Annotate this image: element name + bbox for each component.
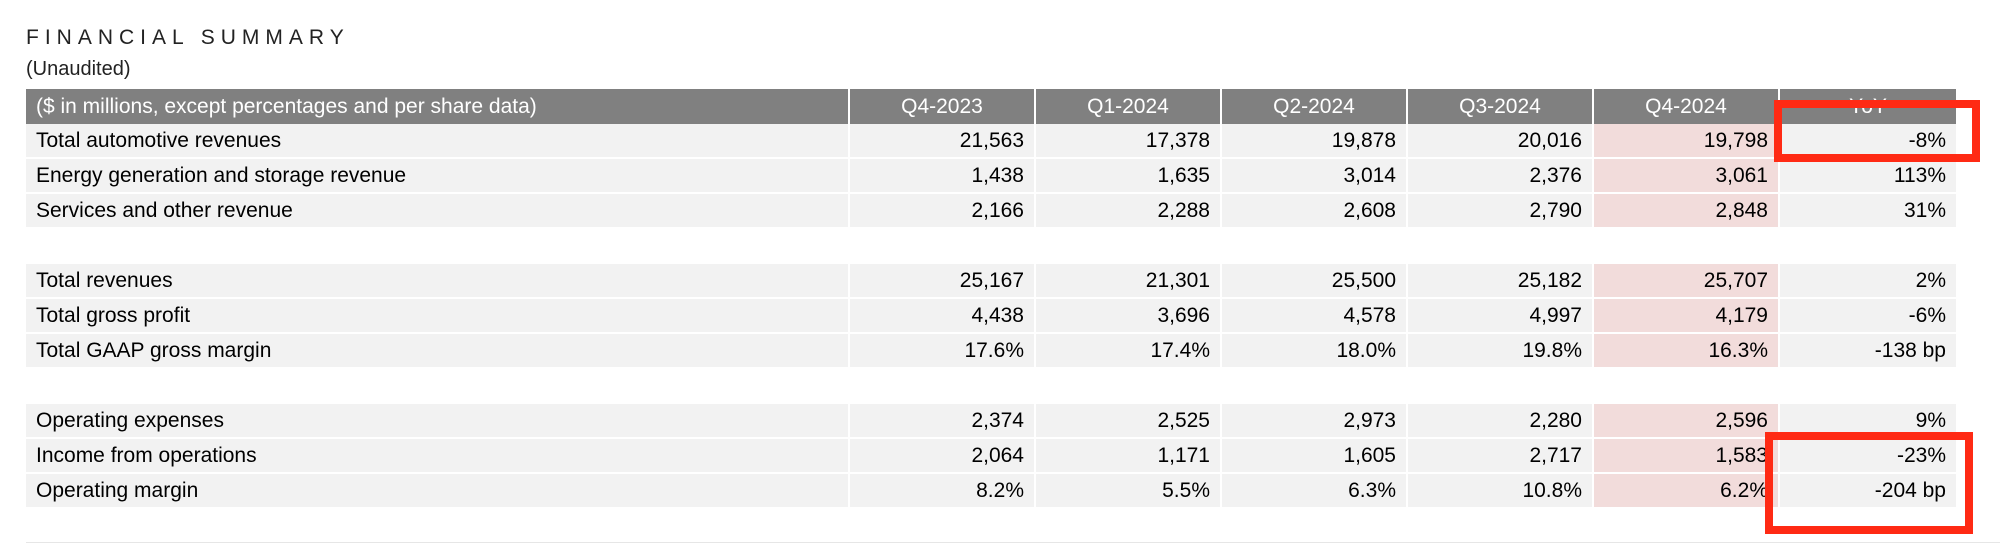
row-value: 2,717: [1406, 439, 1592, 474]
row-value: 2,280: [1406, 404, 1592, 439]
header-label: ($ in millions, except percentages and p…: [26, 89, 848, 124]
row-yoy: -23%: [1778, 439, 1956, 474]
row-value: 5.5%: [1034, 474, 1220, 509]
row-value: 17,378: [1034, 124, 1220, 159]
table-row: Services and other revenue 2,166 2,288 2…: [26, 194, 2000, 229]
row-value: 3,696: [1034, 299, 1220, 334]
row-value-highlight: 2,848: [1592, 194, 1778, 229]
row-value: 2,973: [1220, 404, 1406, 439]
table-row: Total automotive revenues 21,563 17,378 …: [26, 124, 2000, 159]
row-value: 18.0%: [1220, 334, 1406, 369]
row-value: 17.6%: [848, 334, 1034, 369]
table-row: Total gross profit 4,438 3,696 4,578 4,9…: [26, 299, 2000, 334]
row-value-highlight: 2,596: [1592, 404, 1778, 439]
row-value-highlight: 19,798: [1592, 124, 1778, 159]
row-label: Total GAAP gross margin: [26, 334, 848, 369]
row-label: Total automotive revenues: [26, 124, 848, 159]
table-bottom-rule: [26, 542, 2000, 543]
row-value: 1,438: [848, 159, 1034, 194]
row-value: 2,525: [1034, 404, 1220, 439]
row-label: Services and other revenue: [26, 194, 848, 229]
row-value: 2,608: [1220, 194, 1406, 229]
table-header-row: ($ in millions, except percentages and p…: [26, 89, 2000, 124]
row-value: 19.8%: [1406, 334, 1592, 369]
row-value: 2,288: [1034, 194, 1220, 229]
row-value: 25,500: [1220, 264, 1406, 299]
row-value: 2,374: [848, 404, 1034, 439]
row-value: 25,182: [1406, 264, 1592, 299]
row-yoy: -138 bp: [1778, 334, 1956, 369]
row-value: 25,167: [848, 264, 1034, 299]
table-row: Total revenues 25,167 21,301 25,500 25,1…: [26, 264, 2000, 299]
annotation-box-yoy-automotive: [1774, 100, 1980, 162]
table-row: Operating margin 8.2% 5.5% 6.3% 10.8% 6.…: [26, 474, 2000, 509]
table-row: Income from operations 2,064 1,171 1,605…: [26, 439, 2000, 474]
group-spacer: [26, 369, 2000, 404]
row-label: Operating margin: [26, 474, 848, 509]
row-value: 4,578: [1220, 299, 1406, 334]
row-value: 20,016: [1406, 124, 1592, 159]
row-value-highlight: 1,583: [1592, 439, 1778, 474]
row-value: 1,171: [1034, 439, 1220, 474]
row-value: 17.4%: [1034, 334, 1220, 369]
row-value: 4,997: [1406, 299, 1592, 334]
row-value: 10.8%: [1406, 474, 1592, 509]
row-label: Operating expenses: [26, 404, 848, 439]
row-value: 4,438: [848, 299, 1034, 334]
header-q2-2024: Q2-2024: [1220, 89, 1406, 124]
row-value-highlight: 25,707: [1592, 264, 1778, 299]
table-row: Total GAAP gross margin 17.6% 17.4% 18.0…: [26, 334, 2000, 369]
row-value-highlight: 3,061: [1592, 159, 1778, 194]
header-q4-2023: Q4-2023: [848, 89, 1034, 124]
row-yoy: 31%: [1778, 194, 1956, 229]
row-value-highlight: 6.2%: [1592, 474, 1778, 509]
row-value: 1,635: [1034, 159, 1220, 194]
row-yoy: 113%: [1778, 159, 1956, 194]
row-value: 1,605: [1220, 439, 1406, 474]
row-value: 21,301: [1034, 264, 1220, 299]
row-value: 2,166: [848, 194, 1034, 229]
row-value: 2,064: [848, 439, 1034, 474]
row-value: 3,014: [1220, 159, 1406, 194]
row-value: 6.3%: [1220, 474, 1406, 509]
group-spacer: [26, 229, 2000, 264]
row-label: Energy generation and storage revenue: [26, 159, 848, 194]
row-value: 21,563: [848, 124, 1034, 159]
row-yoy: -8%: [1778, 124, 1956, 159]
page-subtitle: (Unaudited): [26, 58, 131, 80]
row-label: Total revenues: [26, 264, 848, 299]
financial-summary-table: ($ in millions, except percentages and p…: [26, 89, 2000, 509]
row-yoy: -204 bp: [1778, 474, 1956, 509]
annotation-box-yoy-operations: [1765, 432, 1973, 534]
header-q4-2024: Q4-2024: [1592, 89, 1778, 124]
row-value-highlight: 16.3%: [1592, 334, 1778, 369]
header-q1-2024: Q1-2024: [1034, 89, 1220, 124]
header-q3-2024: Q3-2024: [1406, 89, 1592, 124]
row-label: Total gross profit: [26, 299, 848, 334]
row-value: 2,376: [1406, 159, 1592, 194]
page-title: FINANCIAL SUMMARY: [26, 26, 350, 49]
row-value: 2,790: [1406, 194, 1592, 229]
row-value: 19,878: [1220, 124, 1406, 159]
row-yoy: 2%: [1778, 264, 1956, 299]
row-value: 8.2%: [848, 474, 1034, 509]
row-yoy: -6%: [1778, 299, 1956, 334]
row-value-highlight: 4,179: [1592, 299, 1778, 334]
table-row: Energy generation and storage revenue 1,…: [26, 159, 2000, 194]
row-label: Income from operations: [26, 439, 848, 474]
table-row: Operating expenses 2,374 2,525 2,973 2,2…: [26, 404, 2000, 439]
